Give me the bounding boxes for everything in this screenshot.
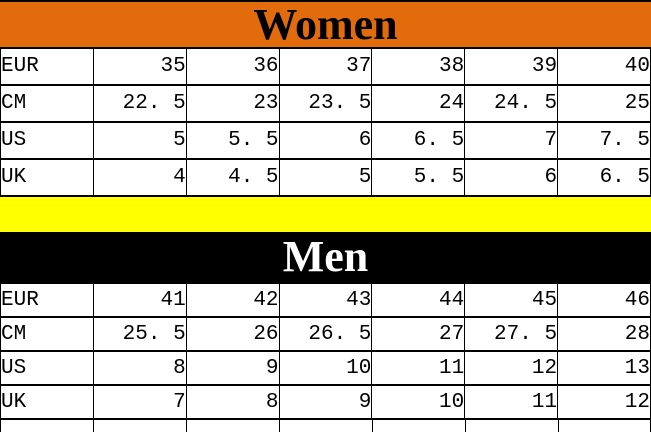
stub-cell	[186, 420, 279, 432]
size-value-cell: 6. 5	[557, 158, 651, 197]
size-value-cell: 36	[185, 47, 280, 86]
row-label-us: US	[0, 121, 94, 160]
size-value-cell: 6. 5	[371, 121, 466, 160]
table-row-women-us: US 5 5. 5 6 6. 5 7 7. 5	[0, 121, 651, 160]
size-value-cell: 5. 5	[185, 121, 280, 160]
men-section-title: Men	[282, 232, 369, 281]
row-label-eur: EUR	[0, 282, 94, 318]
row-label-uk: UK	[0, 384, 94, 420]
size-value-cell: 27. 5	[464, 316, 559, 352]
size-value-cell: 45	[464, 282, 559, 318]
size-value-cell: 43	[278, 282, 373, 318]
size-value-cell: 44	[371, 282, 466, 318]
size-value-cell: 28	[557, 316, 651, 352]
table-row-men-eur: EUR 41 42 43 44 45 46	[0, 282, 651, 318]
size-value-cell: 13	[557, 350, 651, 386]
size-value-cell: 5	[92, 121, 187, 160]
men-section-header: Men	[0, 232, 651, 282]
size-value-cell: 5. 5	[371, 158, 466, 197]
size-value-cell: 4	[92, 158, 187, 197]
size-value-cell: 12	[557, 384, 651, 420]
stub-cell	[465, 420, 558, 432]
size-value-cell: 4. 5	[185, 158, 280, 197]
size-value-cell: 38	[371, 47, 466, 86]
women-size-table: EUR 35 36 37 38 39 40 CM 22. 5 23 23. 5 …	[0, 47, 651, 197]
men-size-table: EUR 41 42 43 44 45 46 CM 25. 5 26 26. 5 …	[0, 282, 651, 420]
table-row-men-us: US 8 9 10 11 12 13	[0, 350, 651, 386]
size-value-cell: 46	[557, 282, 651, 318]
stub-cell	[558, 420, 651, 432]
stub-cell	[279, 420, 372, 432]
stub-cell	[93, 420, 186, 432]
size-value-cell: 6	[464, 158, 559, 197]
size-value-cell: 23. 5	[278, 84, 373, 123]
size-value-cell: 23	[185, 84, 280, 123]
table-row-men-uk: UK 7 8 9 10 11 12	[0, 384, 651, 420]
size-value-cell: 24	[371, 84, 466, 123]
size-value-cell: 9	[278, 384, 373, 420]
size-value-cell: 10	[278, 350, 373, 386]
size-value-cell: 7	[464, 121, 559, 160]
row-label-eur: EUR	[0, 47, 94, 86]
size-value-cell: 26. 5	[278, 316, 373, 352]
size-value-cell: 8	[92, 350, 187, 386]
size-value-cell: 6	[278, 121, 373, 160]
size-value-cell: 22. 5	[92, 84, 187, 123]
size-value-cell: 27	[371, 316, 466, 352]
size-value-cell: 12	[464, 350, 559, 386]
size-value-cell: 26	[185, 316, 280, 352]
size-value-cell: 40	[557, 47, 651, 86]
size-value-cell: 8	[185, 384, 280, 420]
size-value-cell: 42	[185, 282, 280, 318]
row-label-cm: CM	[0, 84, 94, 123]
size-value-cell: 35	[92, 47, 187, 86]
size-value-cell: 41	[92, 282, 187, 318]
size-value-cell: 7. 5	[557, 121, 651, 160]
size-value-cell: 25. 5	[92, 316, 187, 352]
size-value-cell: 5	[278, 158, 373, 197]
row-label-uk: UK	[0, 158, 94, 197]
size-value-cell: 39	[464, 47, 559, 86]
row-label-cm: CM	[0, 316, 94, 352]
table-row-men-cm: CM 25. 5 26 26. 5 27 27. 5 28	[0, 316, 651, 352]
table-row-women-cm: CM 22. 5 23 23. 5 24 24. 5 25	[0, 84, 651, 123]
size-value-cell: 9	[185, 350, 280, 386]
table-row-women-eur: EUR 35 36 37 38 39 40	[0, 47, 651, 86]
stub-cell	[0, 420, 93, 432]
size-value-cell: 25	[557, 84, 651, 123]
women-section-header: Women	[0, 0, 651, 47]
women-section-title: Women	[253, 0, 398, 49]
table-row-women-uk: UK 4 4. 5 5 5. 5 6 6. 5	[0, 158, 651, 197]
size-value-cell: 7	[92, 384, 187, 420]
yellow-divider-band	[0, 197, 651, 232]
size-value-cell: 11	[371, 350, 466, 386]
size-value-cell: 37	[278, 47, 373, 86]
row-label-us: US	[0, 350, 94, 386]
size-value-cell: 10	[371, 384, 466, 420]
stub-cell	[372, 420, 465, 432]
size-value-cell: 11	[464, 384, 559, 420]
cropped-row-stub	[0, 420, 651, 432]
size-value-cell: 24. 5	[464, 84, 559, 123]
